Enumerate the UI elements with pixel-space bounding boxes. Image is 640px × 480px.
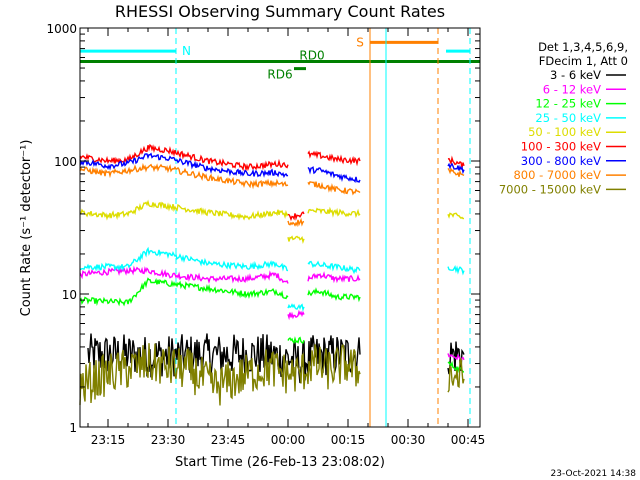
series-4 <box>79 199 465 245</box>
x-tick-label: 00:45 <box>451 433 486 447</box>
series-line <box>307 287 361 303</box>
x-tick-label: 00:15 <box>331 433 366 447</box>
series-line <box>447 155 465 168</box>
series-line <box>307 271 361 284</box>
series-line <box>287 235 305 245</box>
flag-label: RD6 <box>267 68 292 82</box>
y-tick-label: 1000 <box>46 22 77 36</box>
series-line <box>307 181 361 196</box>
series-5 <box>79 143 465 222</box>
series-line <box>287 217 305 228</box>
legend-label: 800 - 7000 keV <box>513 168 601 182</box>
x-axis-label: Start Time (26-Feb-13 23:08:02) <box>175 455 385 470</box>
series-line <box>447 265 465 276</box>
legend-header-2: FDecim 1, Att 0 <box>539 54 628 68</box>
legend-label: 7000 - 15000 keV <box>499 182 601 196</box>
series-1 <box>79 265 465 363</box>
legend-label: 100 - 300 keV <box>521 140 601 154</box>
legend-label: 50 - 100 keV <box>528 125 601 139</box>
series-line <box>287 211 305 222</box>
series-line <box>287 336 305 344</box>
series-line <box>307 150 361 167</box>
y-tick-label: 100 <box>54 155 77 169</box>
x-tick-label: 23:30 <box>151 433 186 447</box>
series-line <box>79 246 289 272</box>
plot-frame <box>79 27 481 428</box>
legend-header-1: Det 1,3,4,5,6,9, <box>538 40 628 54</box>
series-line <box>79 143 289 173</box>
flag-label: RD0 <box>299 48 324 62</box>
series-line <box>79 265 289 284</box>
legend-label: 6 - 12 keV <box>543 82 601 96</box>
series-line <box>79 343 361 406</box>
series-line <box>79 277 289 307</box>
y-axis-label: Count Rate (s⁻¹ detector⁻¹) <box>19 140 34 317</box>
x-axis-ticks: 23:15 23:30 23:45 00:00 00:15 00:30 00:45 <box>87 28 486 447</box>
series-line <box>307 166 361 183</box>
series-line <box>447 162 465 175</box>
series-line <box>287 303 305 312</box>
series-6 <box>79 152 465 183</box>
series-line <box>307 260 361 275</box>
series-line <box>447 358 465 393</box>
y-tick-label: 1 <box>69 421 77 435</box>
flag-bars: N S RD0 RD6 <box>80 35 480 82</box>
series-line <box>79 162 289 190</box>
flag-label: N <box>182 44 191 58</box>
legend: Det 1,3,4,5,6,9, FDecim 1, Att 0 3 - 6 k… <box>499 40 628 196</box>
series-line <box>307 206 361 219</box>
x-tick-label: 23:45 <box>211 433 246 447</box>
y-axis-ticks: 1 10 100 1000 <box>46 22 480 435</box>
series-2 <box>79 277 465 374</box>
series-3 <box>79 246 465 312</box>
series-line <box>287 309 305 321</box>
series-line <box>79 199 289 221</box>
y-tick-label: 10 <box>62 288 77 302</box>
series-8 <box>79 343 465 406</box>
series-line <box>447 167 465 177</box>
legend-label: 300 - 800 keV <box>521 154 601 168</box>
chart-title: RHESSI Observing Summary Count Rates <box>115 2 445 21</box>
flag-label: S <box>356 35 364 49</box>
x-tick-label: 23:15 <box>91 433 126 447</box>
x-tick-label: 00:30 <box>391 433 426 447</box>
legend-label: 25 - 50 keV <box>535 111 601 125</box>
series-line <box>79 152 289 179</box>
legend-label: 3 - 6 keV <box>550 68 601 82</box>
series-lines <box>79 143 465 406</box>
series-7 <box>79 162 465 228</box>
legend-label: 12 - 25 keV <box>535 97 601 111</box>
series-line <box>447 212 465 220</box>
x-tick-label: 00:00 <box>271 433 306 447</box>
footer-timestamp: 23-Oct-2021 14:38 <box>551 469 637 479</box>
